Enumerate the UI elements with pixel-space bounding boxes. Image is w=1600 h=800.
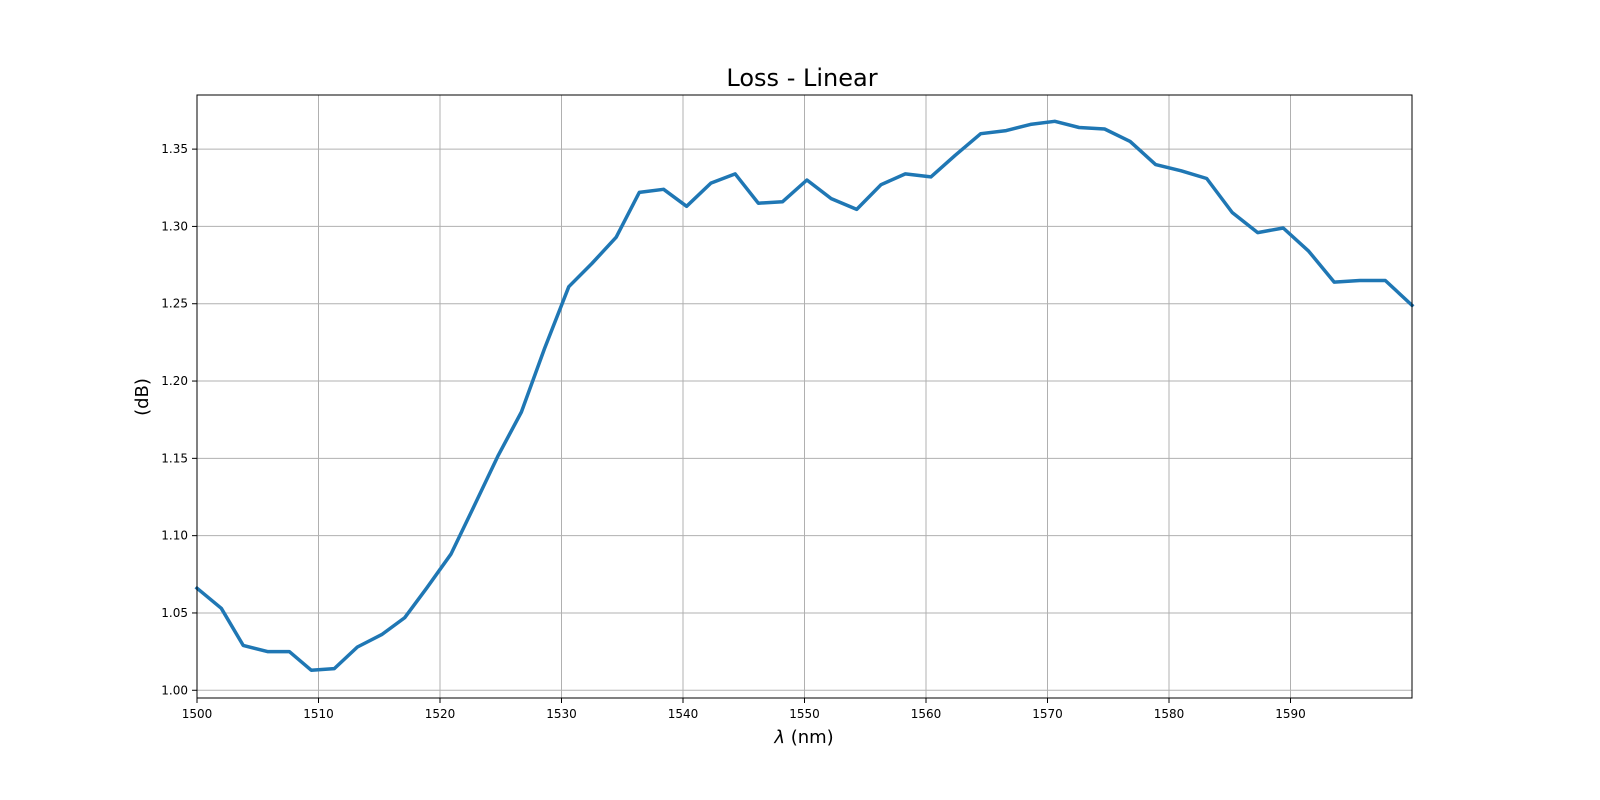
x-tick-label: 1570	[1032, 707, 1063, 721]
x-tick-label: 1530	[546, 707, 577, 721]
x-axis-label: λ (nm)	[773, 727, 833, 748]
x-tick-label: 1540	[668, 707, 699, 721]
x-tick-label: 1510	[303, 707, 334, 721]
x-tick-label: 1560	[911, 707, 942, 721]
x-tick-label: 1520	[425, 707, 456, 721]
x-tick-label: 1500	[182, 707, 213, 721]
y-tick-label: 1.00	[161, 683, 188, 697]
y-tick-label: 1.05	[161, 606, 188, 620]
y-tick-label: 1.35	[161, 142, 188, 156]
x-tick-label: 1550	[789, 707, 820, 721]
y-tick-label: 1.10	[161, 529, 188, 543]
y-tick-label: 1.20	[161, 374, 188, 388]
y-tick-label: 1.30	[161, 219, 188, 233]
series-line	[194, 119, 1415, 672]
x-axis-label-symbol: λ	[773, 727, 785, 748]
x-axis-label-unit: (nm)	[785, 727, 834, 748]
y-tick-label: 1.25	[161, 297, 188, 311]
y-tick-label: 1.15	[161, 451, 188, 465]
series-layer	[194, 119, 1415, 672]
x-tick-label: 1590	[1275, 707, 1306, 721]
x-tick-label: 1580	[1154, 707, 1185, 721]
y-axis-label: (dB)	[132, 378, 153, 416]
grid	[197, 95, 1412, 698]
chart-title: Loss - Linear	[726, 64, 877, 92]
ticks: 1500 1510 1520 1530 1540 1550 1560 1570 1580 1590…	[161, 142, 1305, 721]
